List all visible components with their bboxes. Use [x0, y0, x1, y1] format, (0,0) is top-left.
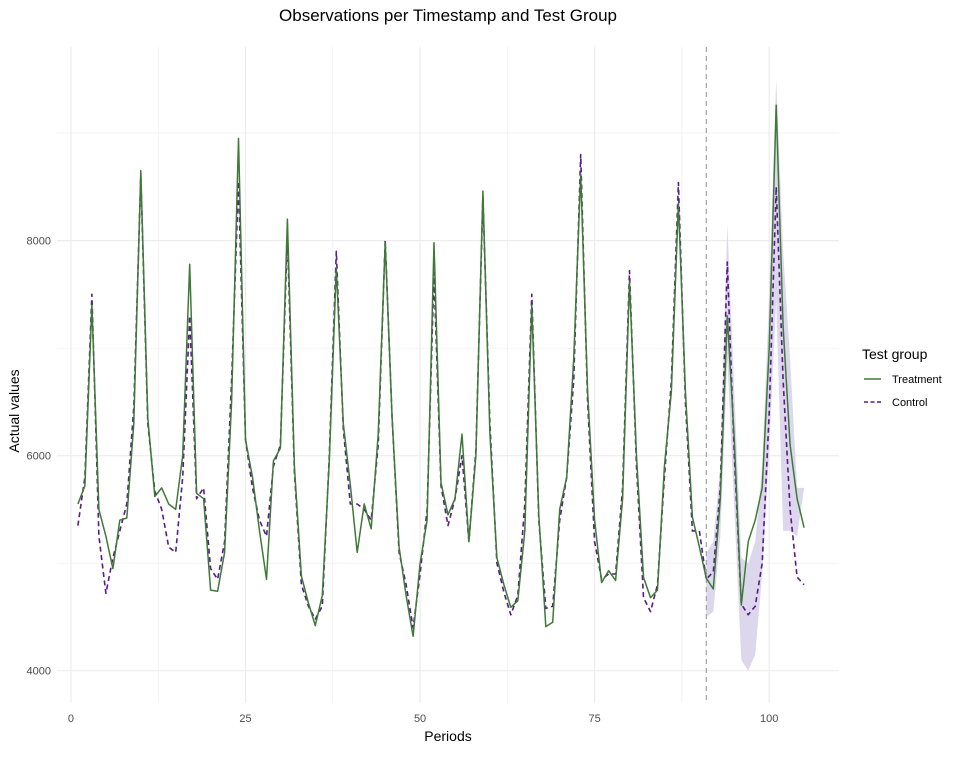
legend-item-treatment: Treatment — [864, 374, 942, 386]
series-line-treatment — [77, 104, 805, 638]
x-tick-label: 75 — [589, 713, 601, 725]
y-tick-label: 4000 — [27, 666, 51, 678]
x-tick-label: 100 — [760, 713, 778, 725]
legend-title: Test group — [862, 346, 928, 362]
legend-label-control: Control — [892, 397, 927, 409]
legend: Test group Treatment Control — [862, 346, 942, 409]
y-tick-label: 6000 — [27, 451, 51, 463]
series-line-control — [77, 153, 805, 629]
prediction-ribbon — [706, 79, 805, 671]
ribbon-layer — [706, 79, 805, 671]
x-axis-label: Periods — [424, 728, 471, 744]
x-tick-label: 25 — [239, 713, 251, 725]
series-layer — [77, 104, 805, 638]
x-axis: 0 25 50 75 100 — [68, 713, 778, 725]
legend-label-treatment: Treatment — [892, 374, 942, 386]
y-axis: 4000 6000 8000 — [27, 236, 51, 678]
x-tick-label: 50 — [414, 713, 426, 725]
grid-layer — [57, 47, 839, 703]
legend-item-control: Control — [864, 397, 927, 409]
x-tick-label: 0 — [68, 713, 74, 725]
y-axis-label: Actual values — [6, 369, 22, 452]
y-tick-label: 8000 — [27, 236, 51, 248]
legend-items: Treatment Control — [864, 374, 942, 409]
chart-title: Observations per Timestamp and Test Grou… — [279, 6, 617, 25]
